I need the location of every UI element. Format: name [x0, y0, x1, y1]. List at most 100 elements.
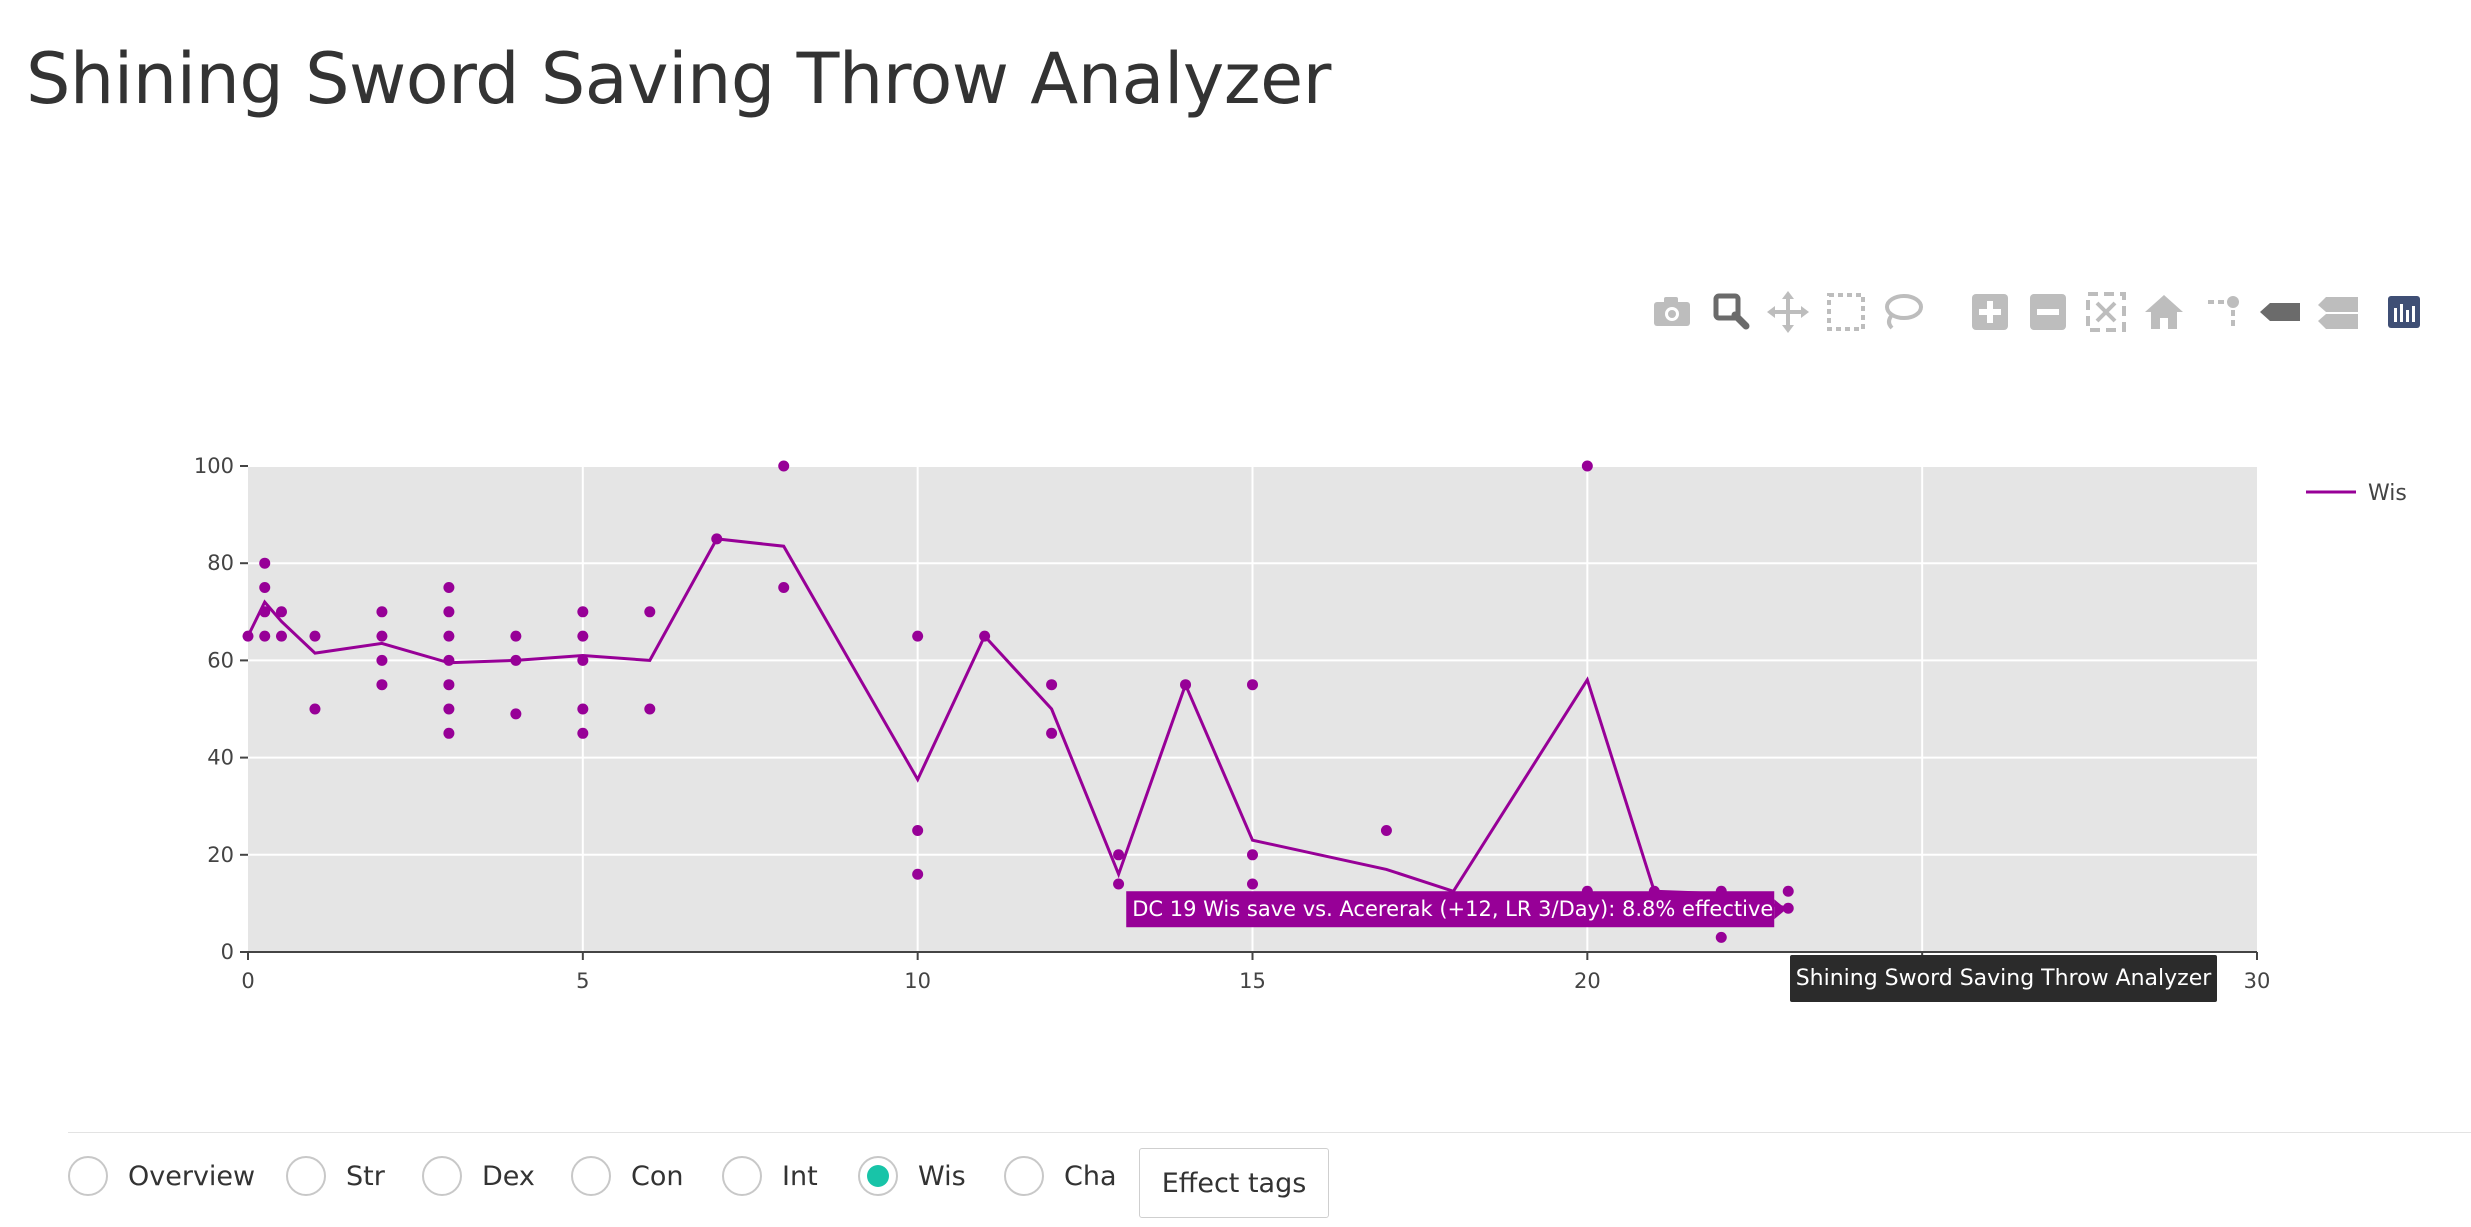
radio-str[interactable]: Str	[286, 1148, 385, 1204]
divider	[68, 1132, 2471, 1133]
data-point[interactable]	[577, 703, 589, 715]
data-point[interactable]	[577, 727, 589, 739]
data-point[interactable]	[1715, 931, 1727, 943]
data-point[interactable]	[510, 630, 522, 642]
plotly-logo-icon[interactable]	[2380, 288, 2428, 336]
radio-label-cha[interactable]: Cha	[1064, 1160, 1117, 1192]
data-point[interactable]	[443, 727, 455, 739]
data-point[interactable]	[376, 679, 388, 691]
data-point[interactable]	[259, 557, 271, 569]
data-point[interactable]	[376, 654, 388, 666]
data-point[interactable]	[1046, 679, 1058, 691]
hover-compare-icon[interactable]	[2314, 288, 2362, 336]
box-select-icon[interactable]	[1822, 288, 1870, 336]
data-point[interactable]	[1247, 878, 1258, 890]
radio-circle[interactable]	[1004, 1156, 1044, 1196]
radio-circle[interactable]	[722, 1156, 762, 1196]
data-point[interactable]	[275, 630, 287, 642]
radio-label-dex[interactable]: Dex	[482, 1160, 535, 1192]
data-point[interactable]	[275, 606, 287, 618]
radio-dex[interactable]: Dex	[422, 1148, 535, 1204]
spike-lines-icon[interactable]	[2198, 288, 2246, 336]
data-point[interactable]	[912, 630, 924, 642]
data-point[interactable]	[577, 606, 589, 618]
zoom-out-icon[interactable]	[2024, 288, 2072, 336]
radio-selected-dot	[867, 1165, 889, 1187]
data-point[interactable]	[1113, 849, 1125, 861]
data-point[interactable]	[1247, 849, 1258, 861]
x-tick-label: 30	[2244, 969, 2271, 993]
radio-label-wis[interactable]: Wis	[918, 1160, 966, 1192]
radio-label-int[interactable]: Int	[782, 1160, 818, 1192]
radio-circle[interactable]	[571, 1156, 611, 1196]
data-point[interactable]	[443, 703, 455, 715]
data-point[interactable]	[259, 582, 271, 593]
data-point[interactable]	[443, 654, 455, 666]
legend-label-wis[interactable]: Wis	[2368, 481, 2407, 506]
radio-con[interactable]: Con	[571, 1148, 683, 1204]
data-point[interactable]	[778, 582, 790, 593]
data-point[interactable]	[443, 582, 455, 593]
legend[interactable]: Wis	[2306, 481, 2407, 506]
data-point[interactable]	[242, 630, 254, 642]
radio-label-con[interactable]: Con	[631, 1160, 684, 1192]
radio-wis[interactable]: Wis	[858, 1148, 966, 1204]
data-point[interactable]	[577, 654, 589, 666]
radio-cha[interactable]: Cha	[1004, 1148, 1117, 1204]
data-point[interactable]	[443, 606, 455, 618]
data-point[interactable]	[711, 533, 723, 545]
effect-tags-button[interactable]: Effect tags	[1139, 1148, 1329, 1218]
radio-circle[interactable]	[286, 1156, 326, 1196]
data-point[interactable]	[644, 703, 656, 715]
data-point[interactable]	[259, 606, 271, 618]
data-point[interactable]	[912, 868, 924, 880]
data-point[interactable]	[912, 825, 924, 836]
autoscale-icon[interactable]	[2082, 288, 2130, 336]
radio-label-str[interactable]: Str	[346, 1160, 385, 1192]
radio-circle[interactable]	[858, 1156, 898, 1196]
data-point[interactable]	[979, 630, 991, 642]
y-tick-label: 40	[207, 746, 234, 770]
data-point[interactable]	[510, 654, 522, 666]
data-point[interactable]	[1782, 885, 1794, 897]
data-point[interactable]	[1581, 460, 1593, 472]
page-title: Shining Sword Saving Throw Analyzer	[26, 38, 1331, 120]
reset-axes-icon[interactable]	[2140, 288, 2188, 336]
data-point[interactable]	[1180, 679, 1192, 691]
hover-closest-icon[interactable]	[2256, 288, 2304, 336]
data-point[interactable]	[778, 460, 790, 472]
camera-icon[interactable]	[1648, 288, 1696, 336]
radio-label-overview[interactable]: Overview	[128, 1160, 256, 1192]
data-point[interactable]	[1782, 902, 1794, 914]
data-point[interactable]	[376, 606, 388, 618]
data-point[interactable]	[1247, 679, 1258, 691]
radio-circle[interactable]	[68, 1156, 108, 1196]
series-line-wis	[246, 537, 1789, 910]
y-tick-label: 20	[207, 843, 234, 867]
data-point[interactable]	[443, 630, 455, 642]
data-point[interactable]	[644, 606, 656, 618]
x-tick-label: 15	[1239, 969, 1266, 993]
radio-overview[interactable]: Overview	[68, 1148, 255, 1204]
data-point[interactable]	[577, 630, 589, 642]
radio-circle[interactable]	[422, 1156, 462, 1196]
radio-int[interactable]: Int	[722, 1148, 818, 1204]
pan-icon[interactable]	[1764, 288, 1812, 336]
data-point[interactable]	[259, 630, 271, 642]
data-point[interactable]	[1113, 878, 1125, 890]
data-point[interactable]	[510, 708, 522, 720]
data-point[interactable]	[376, 630, 388, 642]
zoom-icon[interactable]	[1708, 288, 1756, 336]
y-tick-label: 60	[207, 648, 234, 672]
lasso-select-icon[interactable]	[1878, 288, 1926, 336]
y-tick-label: 80	[207, 551, 234, 575]
y-tick-label: 0	[221, 940, 234, 964]
zoom-in-icon[interactable]	[1966, 288, 2014, 336]
data-point[interactable]	[309, 630, 321, 642]
data-point[interactable]	[443, 679, 455, 691]
data-point[interactable]	[1380, 825, 1392, 836]
data-point[interactable]	[309, 703, 321, 715]
data-point[interactable]	[1046, 727, 1058, 739]
